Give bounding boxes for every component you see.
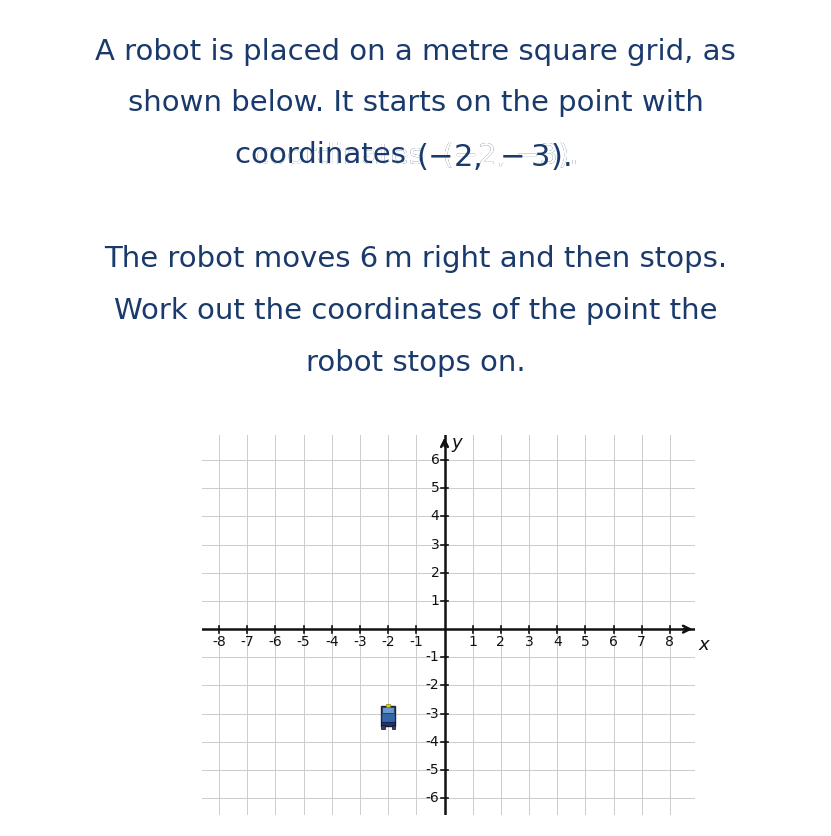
Text: -1: -1 [425, 650, 440, 665]
Text: 5: 5 [581, 635, 590, 650]
Text: coordinates  (−2, −3).: coordinates (−2, −3). [253, 141, 578, 169]
Bar [381, 706, 396, 726]
Text: The robot moves 6 m right and then stops.: The robot moves 6 m right and then stops… [104, 245, 727, 273]
Text: -1: -1 [410, 635, 423, 650]
Text: -6: -6 [268, 635, 283, 650]
Text: -3: -3 [425, 706, 440, 721]
Text: coordinates: coordinates [235, 141, 416, 169]
Text: 2: 2 [496, 635, 505, 650]
Bar [381, 725, 385, 729]
Text: $x$: $x$ [698, 635, 711, 654]
Text: 1: 1 [468, 635, 477, 650]
Text: $(-2,\,-3).$: $(-2,\,-3).$ [416, 141, 570, 172]
Text: -4: -4 [325, 635, 338, 650]
Text: 3: 3 [430, 538, 440, 552]
Text: A robot is placed on a metre square grid, as: A robot is placed on a metre square grid… [95, 38, 736, 65]
Text: -2: -2 [425, 679, 440, 692]
Text: -5: -5 [425, 763, 440, 777]
Text: 4: 4 [430, 509, 440, 523]
Text: -5: -5 [297, 635, 311, 650]
Text: -8: -8 [212, 635, 226, 650]
Text: 7: 7 [637, 635, 647, 650]
Text: 3: 3 [524, 635, 534, 650]
Text: shown below. It starts on the point with: shown below. It starts on the point with [128, 89, 703, 117]
Text: coordinates  (−2, −3).: coordinates (−2, −3). [253, 141, 578, 169]
Text: -4: -4 [425, 735, 440, 749]
Text: $y$: $y$ [450, 436, 464, 454]
Text: 6: 6 [430, 453, 440, 467]
Bar [386, 704, 390, 707]
Text: 5: 5 [430, 482, 440, 495]
Text: 1: 1 [430, 594, 440, 608]
Bar [382, 707, 394, 712]
Text: -6: -6 [425, 791, 440, 805]
Text: -3: -3 [353, 635, 366, 650]
Text: 8: 8 [666, 635, 675, 650]
Text: -2: -2 [381, 635, 395, 650]
Text: -7: -7 [240, 635, 254, 650]
Text: 2: 2 [430, 566, 440, 580]
Bar [391, 725, 396, 729]
Text: Work out the coordinates of the point the: Work out the coordinates of the point th… [114, 297, 717, 324]
Text: robot stops on.: robot stops on. [306, 349, 525, 376]
Text: 4: 4 [553, 635, 562, 650]
Text: 6: 6 [609, 635, 618, 650]
Bar [381, 722, 396, 726]
